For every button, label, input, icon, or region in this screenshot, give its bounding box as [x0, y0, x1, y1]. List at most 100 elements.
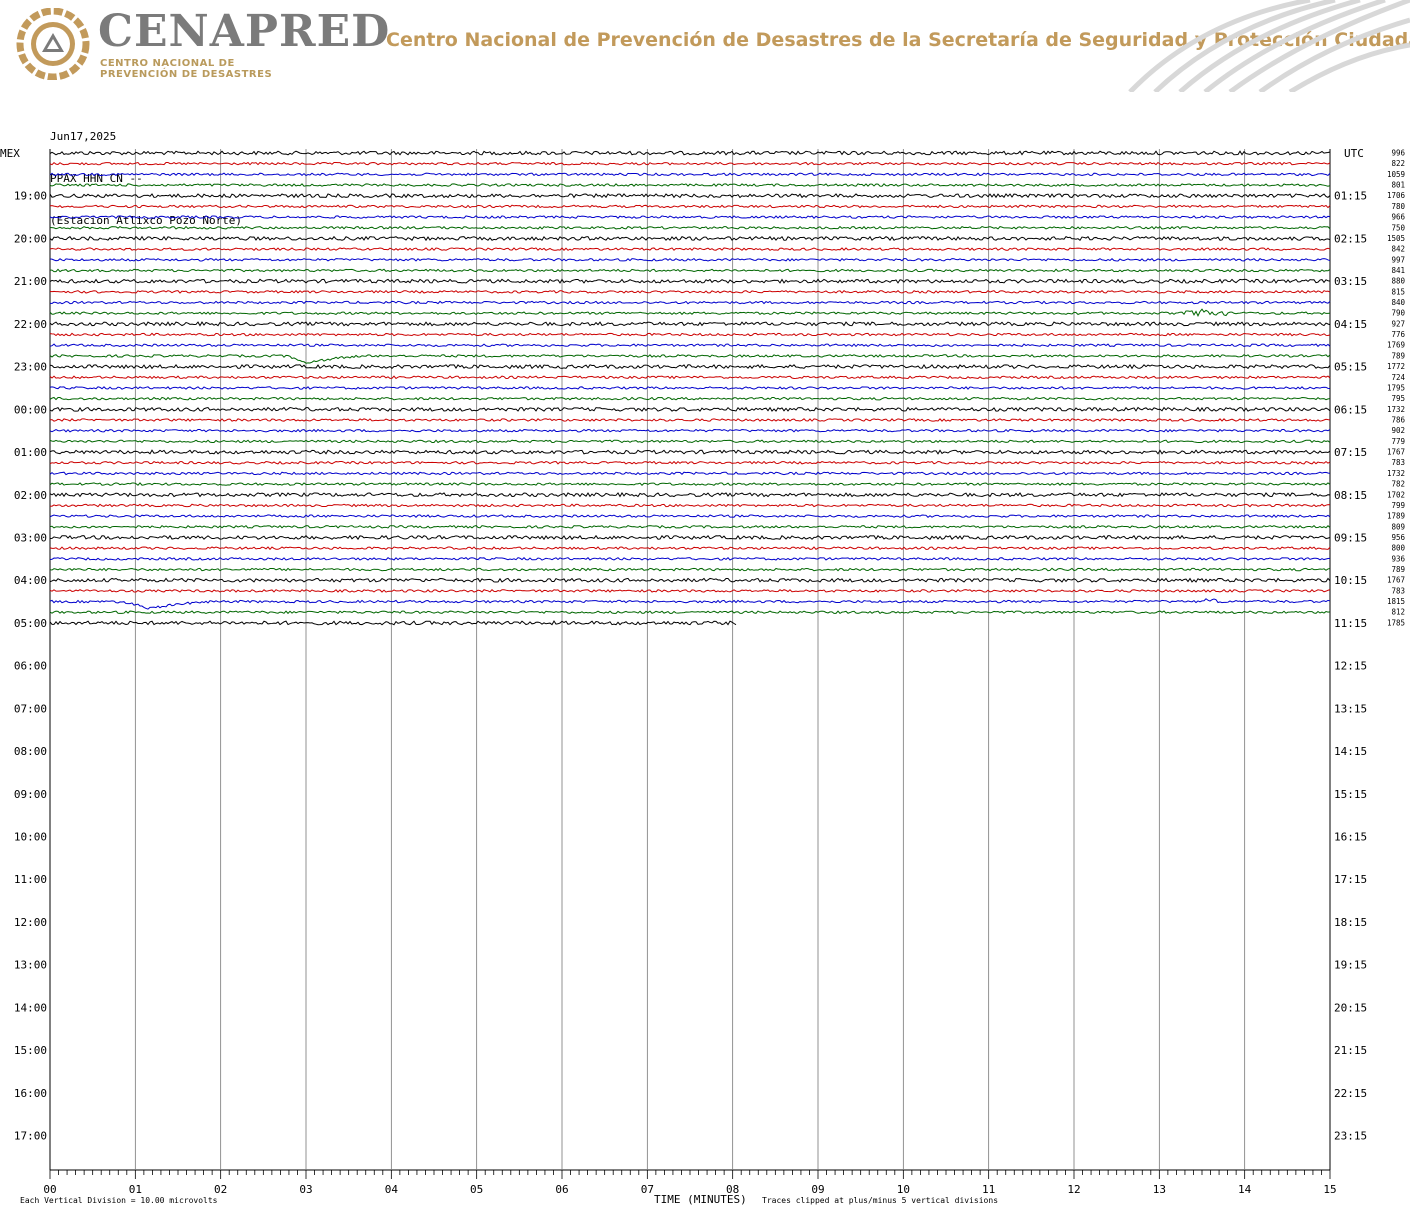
right-hour-label: 15:15 — [1334, 788, 1367, 801]
seismic-trace — [49, 215, 1331, 219]
right-hour-label: 10:15 — [1334, 574, 1367, 587]
seismic-trace — [49, 577, 1331, 583]
trace-scale-value: 812 — [1391, 608, 1405, 617]
trace-scale-value: 780 — [1391, 202, 1405, 211]
brand-subtitle-line1: CENTRO NACIONAL DE — [100, 58, 235, 69]
trace-scale-value: 1767 — [1387, 576, 1405, 585]
left-hour-label: 08:00 — [14, 745, 47, 758]
left-hour-label: 07:00 — [14, 702, 47, 715]
trace-scale-value: 801 — [1391, 181, 1405, 190]
trace-scale-value: 790 — [1391, 309, 1405, 318]
seismic-trace — [49, 460, 1331, 465]
x-tick-label: 13 — [1153, 1183, 1166, 1196]
trace-scale-value: 799 — [1391, 501, 1405, 510]
right-hour-label: 07:15 — [1334, 446, 1367, 459]
seismic-trace — [49, 289, 1331, 294]
trace-scale-value: 997 — [1391, 255, 1405, 264]
left-hour-label: 15:00 — [14, 1044, 47, 1057]
trace-scale-value: 996 — [1391, 149, 1405, 158]
trace-scale-value: 841 — [1391, 266, 1405, 275]
left-hour-label: 23:00 — [14, 361, 47, 374]
trace-scale-value: 783 — [1391, 586, 1405, 595]
trace-scale-value: 815 — [1391, 287, 1405, 296]
trace-scale-value: 750 — [1391, 223, 1405, 232]
left-hour-label: 20:00 — [14, 232, 47, 245]
left-hour-label: 13:00 — [14, 959, 47, 972]
seismic-trace — [49, 514, 1331, 519]
seismic-trace — [49, 300, 1331, 305]
trace-scale-value: 1789 — [1387, 512, 1405, 521]
trace-scale-value: 1772 — [1387, 362, 1405, 371]
seismic-trace — [49, 386, 1331, 390]
left-hour-label: 19:00 — [14, 190, 47, 203]
seismic-trace — [49, 183, 1331, 187]
trace-scale-value: 1795 — [1387, 383, 1405, 392]
trace-scale-value: 789 — [1391, 565, 1405, 574]
seismic-trace — [49, 428, 1331, 433]
header: CENAPRED CENTRO NACIONAL DE PREVENCIÓN D… — [0, 0, 1410, 92]
trace-scale-value: 795 — [1391, 394, 1405, 403]
x-tick-label: 08 — [726, 1183, 739, 1196]
seismic-trace — [49, 449, 1331, 455]
right-hour-label: 21:15 — [1334, 1044, 1367, 1057]
x-tick-label: 00 — [43, 1183, 56, 1196]
seismic-trace — [49, 546, 1331, 551]
seismic-trace — [49, 193, 1331, 199]
right-hour-label: 18:15 — [1334, 916, 1367, 929]
seismic-trace — [49, 268, 1331, 273]
trace-scale-value: 1706 — [1387, 191, 1406, 200]
brand-name: CENAPRED — [98, 6, 391, 57]
trace-scale-value: 1059 — [1387, 170, 1405, 179]
x-tick-label: 10 — [897, 1183, 910, 1196]
x-tick-label: 04 — [385, 1183, 399, 1196]
left-hour-label: 00:00 — [14, 403, 47, 416]
seismic-trace — [49, 396, 1331, 401]
trace-scale-value: 966 — [1391, 213, 1405, 222]
trace-scale-value: 1702 — [1387, 490, 1405, 499]
trace-scale-value: 880 — [1391, 277, 1405, 286]
right-hour-label: 08:15 — [1334, 489, 1367, 502]
seismic-trace — [49, 503, 1331, 508]
trace-scale-value: 789 — [1391, 351, 1405, 360]
trace-scale-value: 956 — [1391, 533, 1405, 542]
seismic-trace — [49, 161, 1331, 166]
seismic-trace — [49, 225, 1331, 230]
x-tick-label: 12 — [1067, 1183, 1080, 1196]
seismic-trace — [49, 598, 1331, 610]
right-hour-label: 16:15 — [1334, 831, 1367, 844]
seismic-trace — [49, 321, 1331, 327]
x-tick-label: 15 — [1323, 1183, 1336, 1196]
right-hour-label: 20:15 — [1334, 1001, 1367, 1014]
seismic-trace — [49, 610, 1331, 615]
x-tick-label: 01 — [129, 1183, 142, 1196]
trace-scale-value: 724 — [1391, 373, 1405, 382]
seismic-trace — [49, 439, 1331, 444]
trace-scale-value: 782 — [1391, 480, 1405, 489]
trace-scale-value: 936 — [1391, 554, 1405, 563]
left-axis-label: MEX — [0, 147, 20, 160]
left-hour-label: 04:00 — [14, 574, 47, 587]
right-hour-label: 03:15 — [1334, 275, 1367, 288]
x-tick-label: 09 — [811, 1183, 824, 1196]
right-hour-label: 19:15 — [1334, 959, 1367, 972]
seismic-trace — [49, 247, 1331, 251]
right-hour-label: 02:15 — [1334, 232, 1367, 245]
right-hour-label: 01:15 — [1334, 190, 1367, 203]
left-hour-label: 05:00 — [14, 617, 47, 630]
right-hour-label: 06:15 — [1334, 403, 1367, 416]
seismic-trace — [49, 354, 1331, 364]
right-hour-label: 04:15 — [1334, 318, 1367, 331]
trace-scale-value: 1785 — [1387, 618, 1405, 627]
left-hour-label: 02:00 — [14, 489, 47, 502]
right-hour-label: 11:15 — [1334, 617, 1367, 630]
right-axis-label: UTC — [1344, 147, 1364, 160]
x-tick-label: 11 — [982, 1183, 995, 1196]
seismic-trace — [49, 257, 1331, 262]
decorative-pattern-icon — [1128, 0, 1410, 92]
seismic-trace — [49, 308, 1331, 317]
trace-scale-value: 1732 — [1387, 469, 1405, 478]
trace-scale-value: 786 — [1391, 416, 1405, 425]
right-hour-label: 13:15 — [1334, 702, 1367, 715]
left-hour-label: 03:00 — [14, 531, 47, 544]
left-hour-label: 17:00 — [14, 1130, 47, 1143]
